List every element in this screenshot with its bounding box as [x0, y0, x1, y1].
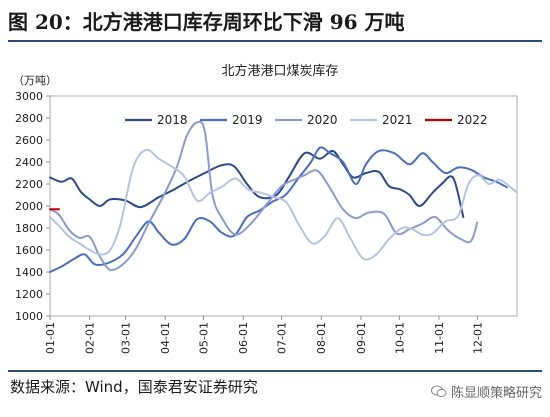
- figure-title: 图 20：北方港港口库存周环比下滑 96 万吨: [8, 10, 405, 34]
- series-line-2018: [49, 149, 465, 218]
- y-tick-label: 2400: [15, 156, 43, 169]
- series-line-2021: [49, 148, 518, 261]
- x-tick-label: 09-01: [355, 322, 368, 354]
- y-axis-unit-label: （万吨）: [13, 74, 57, 87]
- x-tick-label: 12-01: [471, 322, 484, 354]
- x-tick-label: 10-01: [393, 322, 406, 354]
- legend: 2018 2019 2020 2021 2022: [125, 113, 488, 127]
- footer-rule: [8, 370, 542, 372]
- legend-label-2018: 2018: [157, 113, 188, 127]
- plot-area: 1000 1200 1400 1600 1800 2000 2200 2400 2600 2800…: [15, 90, 518, 354]
- data-source: 数据来源：Wind，国泰君安证券研究: [10, 378, 258, 396]
- legend-label-2022: 2022: [457, 113, 488, 127]
- y-tick-label: 1200: [15, 288, 43, 301]
- x-tick-label: 04-01: [159, 322, 172, 354]
- legend-label-2020: 2020: [307, 113, 338, 127]
- x-tick-label: 02-01: [84, 322, 97, 354]
- x-tick-label: 11-01: [433, 322, 446, 354]
- y-tick-label: 1400: [15, 266, 43, 279]
- x-tick-label: 08-01: [315, 322, 328, 354]
- y-tick-label: 2600: [15, 134, 43, 147]
- x-tick-label: 07-01: [276, 322, 289, 354]
- y-tick-label: 2200: [15, 178, 43, 191]
- chart-title: 北方港港口煤炭库存: [221, 63, 338, 79]
- series-lines: [49, 120, 518, 273]
- y-tick-label: 1600: [15, 244, 43, 257]
- x-tick-label: 05-01: [198, 322, 211, 354]
- series-line-2020: [49, 120, 479, 272]
- plot-frame: [49, 95, 518, 317]
- x-tick-label: 01-01: [44, 322, 57, 354]
- title-rule: [8, 40, 542, 42]
- x-tick-label: 03-01: [119, 322, 132, 354]
- y-tick-label: 2000: [15, 200, 43, 213]
- line-chart: 北方港港口煤炭库存 （万吨） 1000 1200 1400 1600 1800 2000 2…: [13, 63, 518, 354]
- watermark-text: 陈显顺策略研究: [450, 386, 542, 401]
- y-tick-label: 3000: [15, 90, 43, 103]
- legend-label-2019: 2019: [232, 113, 263, 127]
- x-tick-label: 06-01: [237, 322, 250, 354]
- wechat-icon: [430, 385, 447, 398]
- watermark: 陈显顺策略研究: [430, 382, 542, 401]
- y-tick-label: 2800: [15, 112, 43, 125]
- y-tick-label: 1000: [15, 310, 43, 323]
- y-tick-label: 1800: [15, 222, 43, 235]
- legend-label-2021: 2021: [382, 113, 413, 127]
- series-line-2019: [49, 146, 508, 273]
